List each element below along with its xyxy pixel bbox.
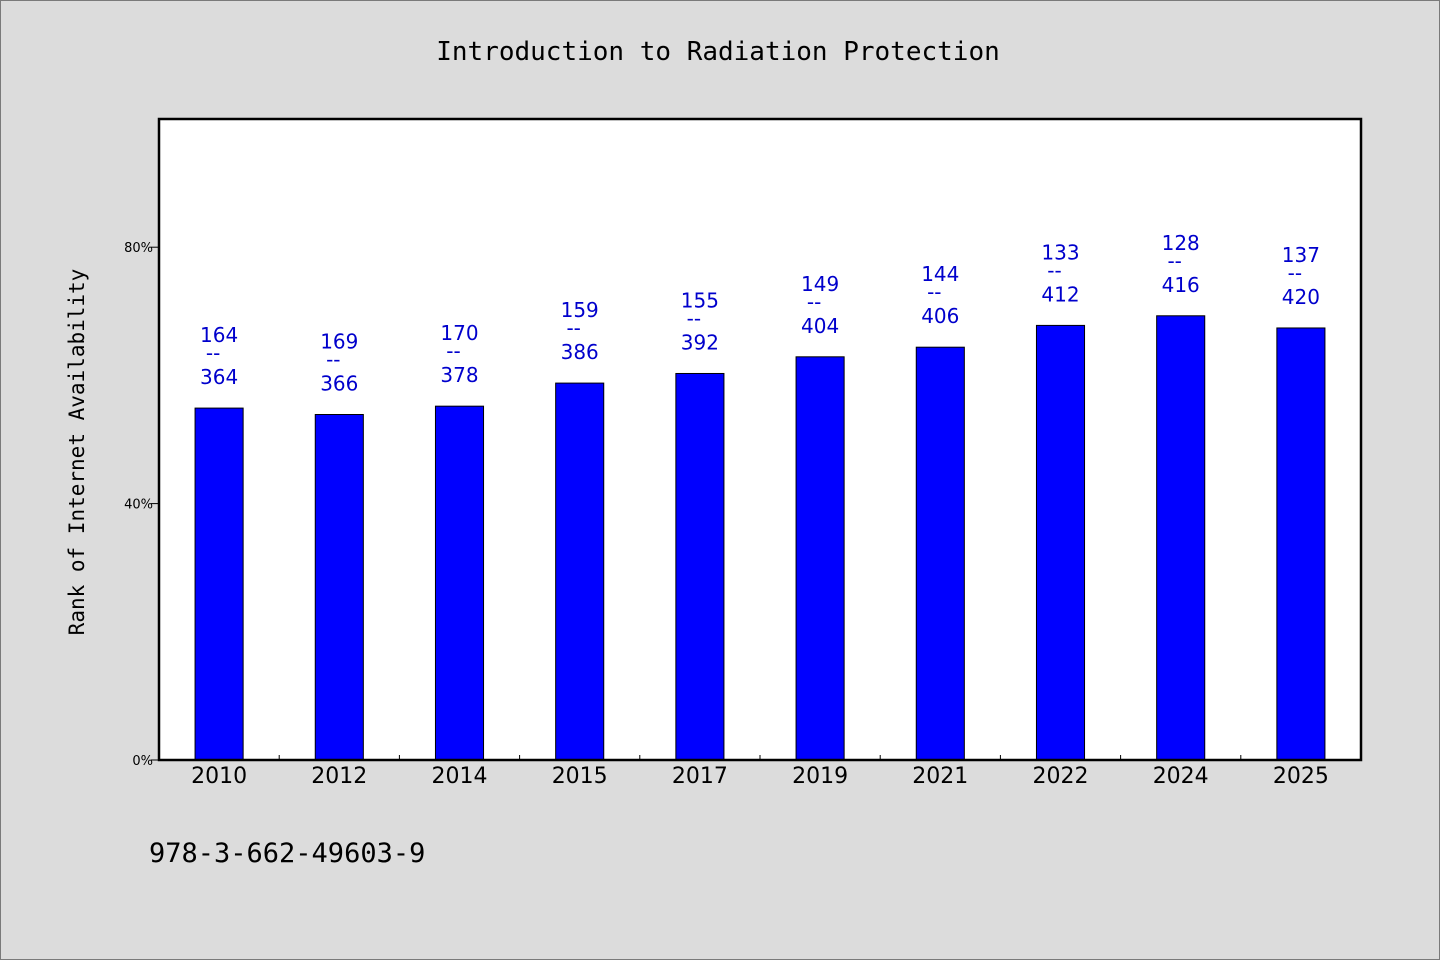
data-labels-group: 164--364169--366170--378159--386155--392… xyxy=(200,231,1320,396)
data-label-separator: -- xyxy=(326,348,340,372)
data-label-top: 155 xyxy=(681,288,719,312)
data-label-separator: -- xyxy=(206,341,220,365)
data-label-top: 170 xyxy=(440,321,478,345)
bar xyxy=(1156,315,1206,761)
data-label-bottom: 392 xyxy=(681,330,719,354)
bar xyxy=(434,405,485,761)
x-tick-label: 2014 xyxy=(432,764,488,789)
data-label-top: 149 xyxy=(801,272,839,296)
data-label-separator: -- xyxy=(687,306,701,330)
data-label-separator: -- xyxy=(566,316,580,340)
bar xyxy=(1276,327,1326,761)
data-label-bottom: 366 xyxy=(320,372,358,396)
data-label-top: 133 xyxy=(1041,240,1079,264)
bar xyxy=(555,382,605,761)
x-tick-label: 2010 xyxy=(191,764,247,789)
data-label-bottom: 378 xyxy=(440,363,478,387)
data-label-bottom: 420 xyxy=(1282,285,1320,309)
x-tick-label: 2024 xyxy=(1153,764,1209,789)
bar xyxy=(314,414,364,761)
data-label-top: 159 xyxy=(561,298,599,322)
bars-group xyxy=(194,315,1326,761)
data-label-bottom: 386 xyxy=(561,340,599,364)
y-tick-label: 40% xyxy=(124,498,153,513)
x-tick-label: 2015 xyxy=(552,764,608,789)
x-tick-label: 2019 xyxy=(792,764,848,789)
bar xyxy=(675,372,725,761)
y-tick-label: 0% xyxy=(132,754,153,769)
data-label-bottom: 364 xyxy=(200,365,238,389)
x-tick-label: 2017 xyxy=(672,764,728,789)
x-tick-label: 2022 xyxy=(1033,764,1089,789)
data-label-top: 169 xyxy=(320,330,358,354)
x-tick-label: 2025 xyxy=(1273,764,1329,789)
data-label-bottom: 406 xyxy=(921,304,959,328)
data-label-top: 144 xyxy=(921,262,959,286)
x-tick-label: 2021 xyxy=(912,764,968,789)
y-axis-label: Rank of Internet Availability xyxy=(65,269,89,636)
y-tick-label: 80% xyxy=(124,241,153,256)
plot-border xyxy=(157,117,1363,762)
data-label-separator: -- xyxy=(1167,249,1181,273)
data-label-top: 137 xyxy=(1282,243,1320,267)
bar xyxy=(915,346,965,761)
isbn-text: 978-3-662-49603-9 xyxy=(149,838,425,869)
data-label-top: 164 xyxy=(200,323,238,347)
data-label-separator: -- xyxy=(807,290,821,314)
data-label-top: 128 xyxy=(1162,231,1200,255)
data-label-separator: -- xyxy=(446,339,460,363)
data-label-bottom: 416 xyxy=(1162,273,1200,297)
data-label-separator: -- xyxy=(1047,258,1061,282)
ticks-group: 0% 40% 80% 2010 2012 2014 2015 2017 2019 2021 2022… xyxy=(124,241,1329,789)
data-label-separator: -- xyxy=(1288,261,1302,285)
bar xyxy=(795,356,845,761)
chart-title: Introduction to Radiation Protection xyxy=(436,37,1000,67)
x-tick-label: 2012 xyxy=(311,764,367,789)
data-label-bottom: 412 xyxy=(1041,282,1079,306)
data-label-bottom: 404 xyxy=(801,314,839,338)
data-label-separator: -- xyxy=(927,280,941,304)
bar xyxy=(1035,324,1086,761)
bar xyxy=(194,407,244,761)
